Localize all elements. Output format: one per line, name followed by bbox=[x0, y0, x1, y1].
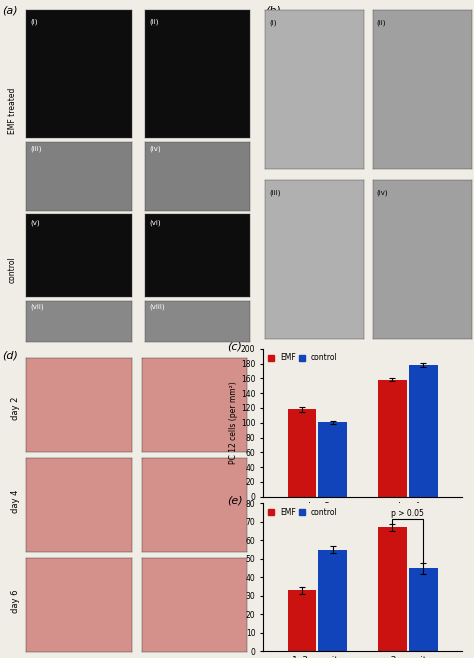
Text: day 4: day 4 bbox=[179, 14, 206, 24]
Text: day 6: day 6 bbox=[10, 590, 19, 613]
Text: (a): (a) bbox=[3, 5, 18, 15]
Text: (b): (b) bbox=[265, 5, 281, 15]
Text: EMF: EMF bbox=[64, 358, 84, 368]
Legend: EMF, control: EMF, control bbox=[267, 507, 338, 518]
Y-axis label: PC 12 cells (per mm²): PC 12 cells (per mm²) bbox=[229, 382, 238, 464]
Text: untreated control: untreated control bbox=[149, 358, 235, 368]
Bar bbox=[378, 380, 407, 497]
Bar bbox=[318, 549, 347, 651]
Text: p > 0.05: p > 0.05 bbox=[392, 509, 424, 519]
Bar bbox=[288, 590, 317, 651]
Bar bbox=[318, 422, 347, 497]
Bar bbox=[409, 568, 438, 651]
Text: EMF treated: EMF treated bbox=[8, 88, 17, 134]
Text: (e): (e) bbox=[227, 496, 243, 506]
Text: (d): (d) bbox=[3, 350, 18, 360]
Bar bbox=[409, 365, 438, 497]
Text: (c): (c) bbox=[227, 342, 242, 351]
Text: day 2: day 2 bbox=[60, 14, 87, 24]
Bar bbox=[288, 409, 317, 497]
Text: control: control bbox=[8, 256, 17, 283]
Text: day 4: day 4 bbox=[10, 490, 19, 513]
Legend: EMF, control: EMF, control bbox=[267, 353, 338, 363]
Text: day 2: day 2 bbox=[10, 396, 19, 420]
Bar bbox=[378, 528, 407, 651]
